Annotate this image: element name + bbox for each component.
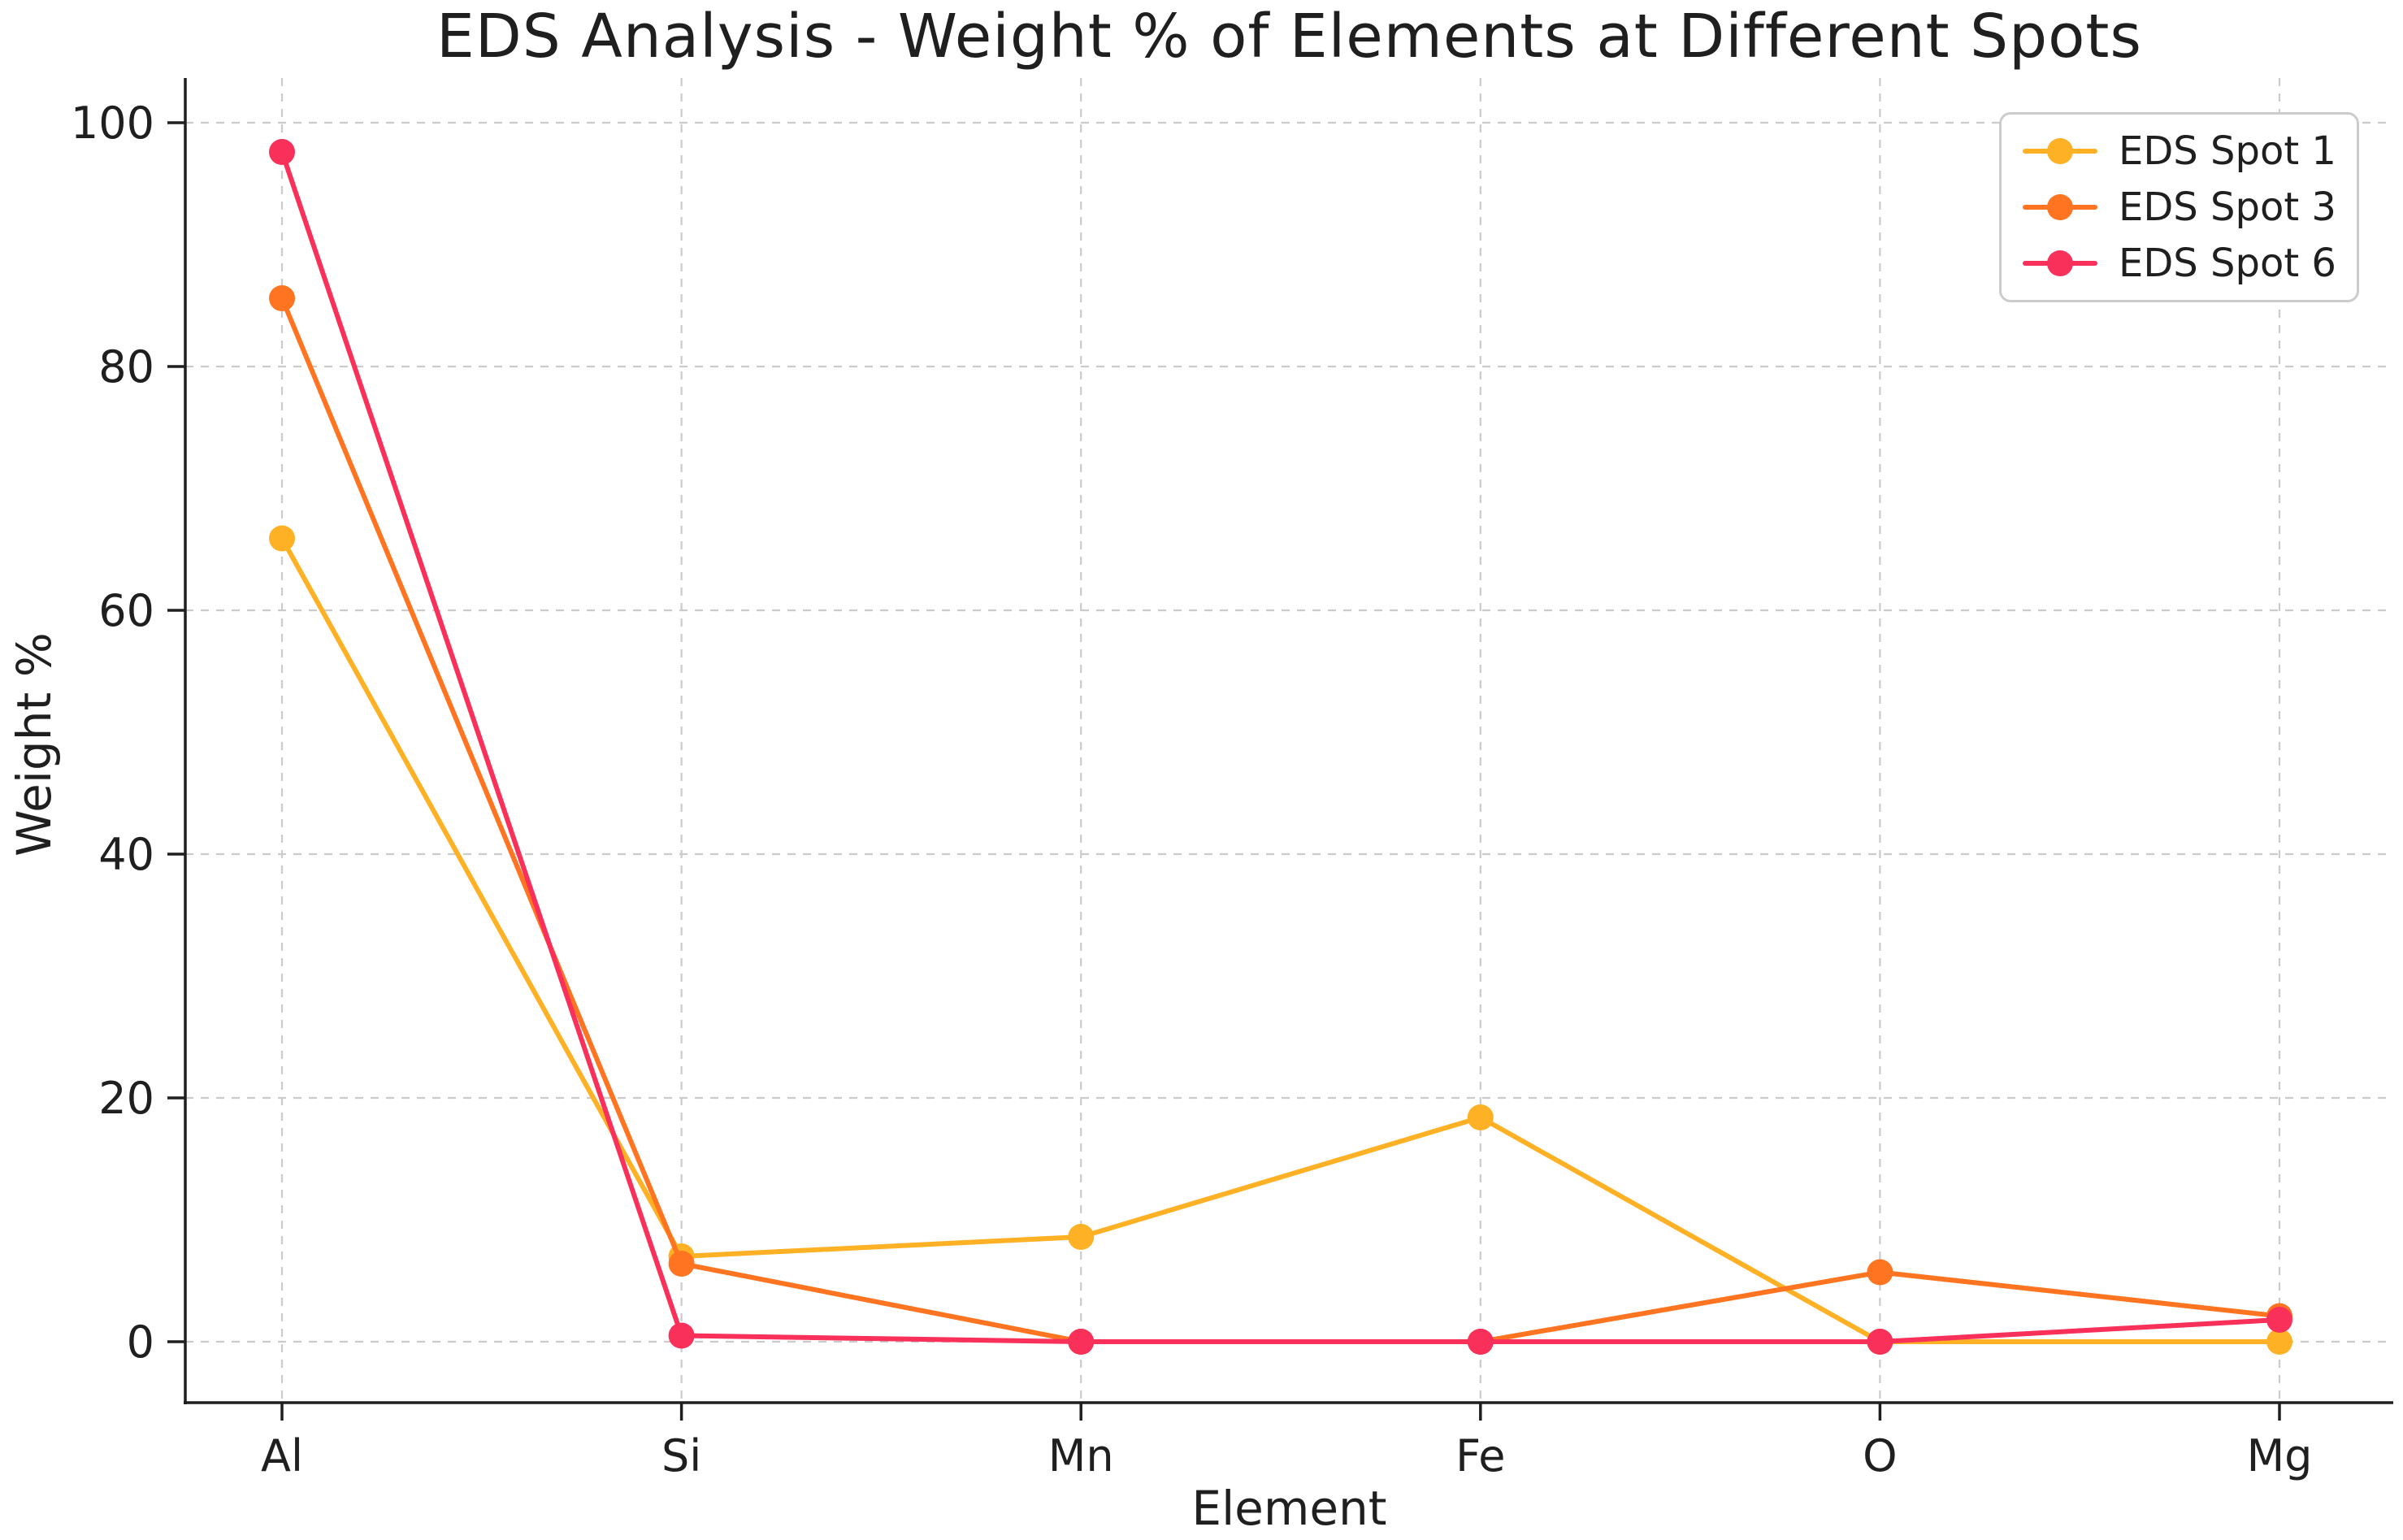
legend: EDS Spot 1 EDS Spot 3 EDS Spot 6: [1999, 112, 2359, 302]
data-point-marker: [1867, 1329, 1893, 1355]
data-point-marker: [2266, 1307, 2292, 1333]
data-point-marker: [269, 525, 295, 552]
data-point-marker: [1867, 1259, 1893, 1286]
data-point-marker: [668, 1322, 695, 1349]
chart-title: EDS Analysis - Weight % of Elements at D…: [436, 2, 2142, 72]
x-tick-label: Fe: [1455, 1430, 1505, 1481]
x-tick-label: Si: [661, 1430, 701, 1481]
legend-label: EDS Spot 3: [2119, 184, 2336, 230]
legend-item: EDS Spot 6: [2023, 241, 2336, 286]
y-tick-label: 0: [127, 1317, 154, 1368]
legend-line-marker-swatch: [2023, 250, 2097, 277]
x-tick-label: Mn: [1048, 1430, 1114, 1481]
legend-label: EDS Spot 6: [2119, 241, 2336, 287]
y-tick-label: 60: [98, 585, 154, 636]
series-line: [280, 296, 2282, 1344]
legend-line-marker-swatch: [2023, 193, 2097, 220]
x-tick-label: Mg: [2247, 1430, 2313, 1481]
y-axis-label: Weight %: [7, 632, 62, 857]
y-tick-label: 40: [98, 829, 154, 880]
legend-line-marker-swatch: [2023, 137, 2097, 164]
data-point-marker: [668, 1251, 695, 1277]
x-tick-label: O: [1863, 1430, 1898, 1481]
data-point-marker: [1467, 1329, 1494, 1355]
data-point-marker: [1068, 1224, 1095, 1250]
legend-item: EDS Spot 3: [2023, 184, 2336, 230]
x-tick-label: Al: [261, 1430, 303, 1481]
y-tick-label: 100: [71, 98, 154, 149]
data-point-marker: [269, 139, 295, 165]
x-axis-label: Element: [1191, 1481, 1387, 1536]
data-point-marker: [1068, 1329, 1095, 1355]
y-tick-label: 80: [98, 341, 154, 393]
series-line: [280, 536, 2282, 1344]
legend-item: EDS Spot 1: [2023, 128, 2336, 174]
data-point-marker: [269, 285, 295, 311]
data-point-marker: [1467, 1104, 1494, 1130]
legend-label: EDS Spot 1: [2119, 128, 2336, 174]
y-tick-label: 20: [98, 1073, 154, 1124]
data-point-marker: [2266, 1329, 2292, 1355]
series-line: [280, 150, 2282, 1344]
